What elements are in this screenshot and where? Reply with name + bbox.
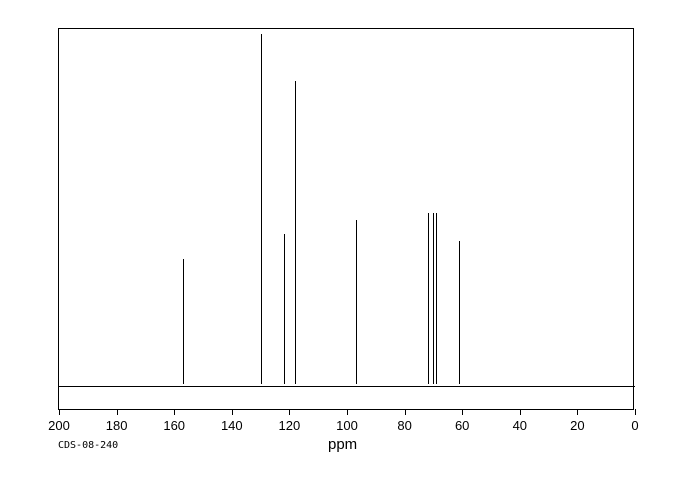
x-tick — [462, 409, 463, 415]
x-tick-label: 20 — [570, 418, 584, 433]
x-tick — [117, 409, 118, 415]
x-tick — [577, 409, 578, 415]
x-tick-label: 160 — [163, 418, 185, 433]
x-tick-label: 200 — [48, 418, 70, 433]
x-axis-label: ppm — [328, 436, 357, 453]
x-tick-label: 120 — [279, 418, 301, 433]
spectrum-plot: 200180160140120100806040200 — [58, 28, 634, 410]
peak — [284, 234, 285, 384]
peak — [459, 241, 460, 384]
x-tick — [347, 409, 348, 415]
baseline — [59, 386, 635, 387]
x-tick — [635, 409, 636, 415]
x-tick — [289, 409, 290, 415]
peak — [295, 81, 296, 385]
peak — [356, 220, 357, 384]
peak — [428, 213, 429, 384]
peak — [183, 259, 184, 384]
plot-area: 200180160140120100806040200 — [59, 29, 633, 409]
x-tick — [232, 409, 233, 415]
peak — [261, 34, 262, 384]
x-tick-label: 100 — [336, 418, 358, 433]
x-tick-label: 80 — [397, 418, 411, 433]
x-tick — [59, 409, 60, 415]
footer-text: CDS-08-240 — [58, 440, 118, 451]
x-tick-label: 40 — [513, 418, 527, 433]
x-tick — [174, 409, 175, 415]
peak — [433, 213, 434, 384]
x-tick-label: 180 — [106, 418, 128, 433]
peak — [436, 213, 437, 384]
x-tick-label: 60 — [455, 418, 469, 433]
x-tick — [405, 409, 406, 415]
x-tick-label: 140 — [221, 418, 243, 433]
x-tick-label: 0 — [631, 418, 638, 433]
x-tick — [520, 409, 521, 415]
